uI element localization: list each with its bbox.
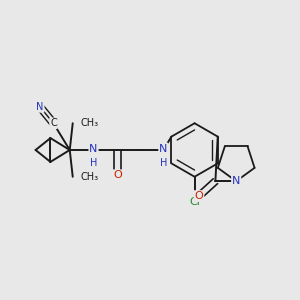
Text: N: N (232, 176, 240, 186)
Text: H: H (160, 158, 167, 168)
Text: N: N (89, 143, 98, 154)
Text: CH₃: CH₃ (80, 172, 98, 182)
Text: O: O (195, 191, 203, 201)
Text: N: N (36, 102, 44, 112)
Text: C: C (50, 118, 57, 128)
Text: O: O (113, 170, 122, 180)
Text: H: H (90, 158, 97, 168)
Text: Cl: Cl (189, 197, 200, 207)
Text: CH₃: CH₃ (80, 118, 98, 128)
Text: N: N (159, 143, 168, 154)
